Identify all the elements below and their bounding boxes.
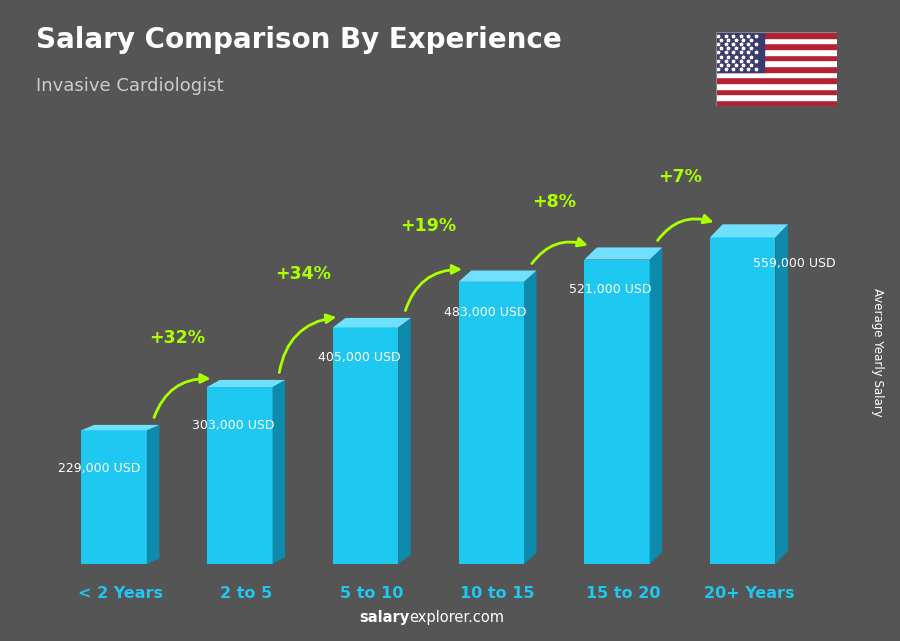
- Polygon shape: [273, 380, 285, 564]
- Text: 15 to 20: 15 to 20: [586, 587, 661, 601]
- Text: 10 to 15: 10 to 15: [460, 587, 535, 601]
- Bar: [716, 72, 837, 78]
- Polygon shape: [459, 271, 536, 282]
- Polygon shape: [710, 224, 788, 237]
- Bar: [716, 100, 837, 106]
- Text: 229,000 USD: 229,000 USD: [58, 462, 140, 475]
- Text: salary: salary: [359, 610, 410, 625]
- Polygon shape: [147, 425, 159, 564]
- Text: +32%: +32%: [149, 329, 205, 347]
- Text: 303,000 USD: 303,000 USD: [192, 419, 274, 432]
- Bar: [716, 54, 837, 60]
- Bar: [716, 88, 837, 94]
- Text: 5 to 10: 5 to 10: [340, 587, 403, 601]
- Polygon shape: [82, 430, 147, 564]
- Text: Salary Comparison By Experience: Salary Comparison By Experience: [36, 26, 562, 54]
- Polygon shape: [459, 282, 524, 564]
- Bar: [716, 78, 837, 83]
- Bar: [716, 66, 837, 72]
- Text: 20+ Years: 20+ Years: [704, 587, 794, 601]
- Text: < 2 Years: < 2 Years: [78, 587, 163, 601]
- Bar: [716, 44, 837, 49]
- Text: +19%: +19%: [400, 217, 456, 235]
- Polygon shape: [399, 318, 410, 564]
- Text: +34%: +34%: [274, 265, 330, 283]
- Text: 521,000 USD: 521,000 USD: [569, 283, 652, 296]
- Polygon shape: [333, 328, 399, 564]
- Text: Invasive Cardiologist: Invasive Cardiologist: [36, 77, 223, 95]
- Text: 483,000 USD: 483,000 USD: [444, 306, 526, 319]
- Bar: [716, 49, 837, 54]
- Bar: [716, 83, 837, 88]
- Polygon shape: [776, 224, 788, 564]
- Bar: [716, 94, 837, 100]
- Polygon shape: [584, 247, 662, 260]
- Polygon shape: [333, 318, 410, 328]
- Polygon shape: [584, 260, 650, 564]
- Bar: [716, 60, 837, 66]
- Polygon shape: [207, 387, 273, 564]
- Bar: [716, 32, 764, 72]
- Polygon shape: [207, 380, 285, 387]
- Text: explorer.com: explorer.com: [410, 610, 505, 625]
- Polygon shape: [650, 247, 662, 564]
- Bar: [716, 32, 837, 38]
- Text: +8%: +8%: [532, 192, 576, 211]
- Polygon shape: [710, 237, 776, 564]
- Polygon shape: [524, 271, 536, 564]
- Text: Average Yearly Salary: Average Yearly Salary: [871, 288, 884, 417]
- Polygon shape: [82, 425, 159, 430]
- Bar: [716, 38, 837, 44]
- Text: 405,000 USD: 405,000 USD: [318, 351, 400, 364]
- Text: 2 to 5: 2 to 5: [220, 587, 273, 601]
- Text: 559,000 USD: 559,000 USD: [752, 257, 835, 271]
- Text: +7%: +7%: [658, 169, 702, 187]
